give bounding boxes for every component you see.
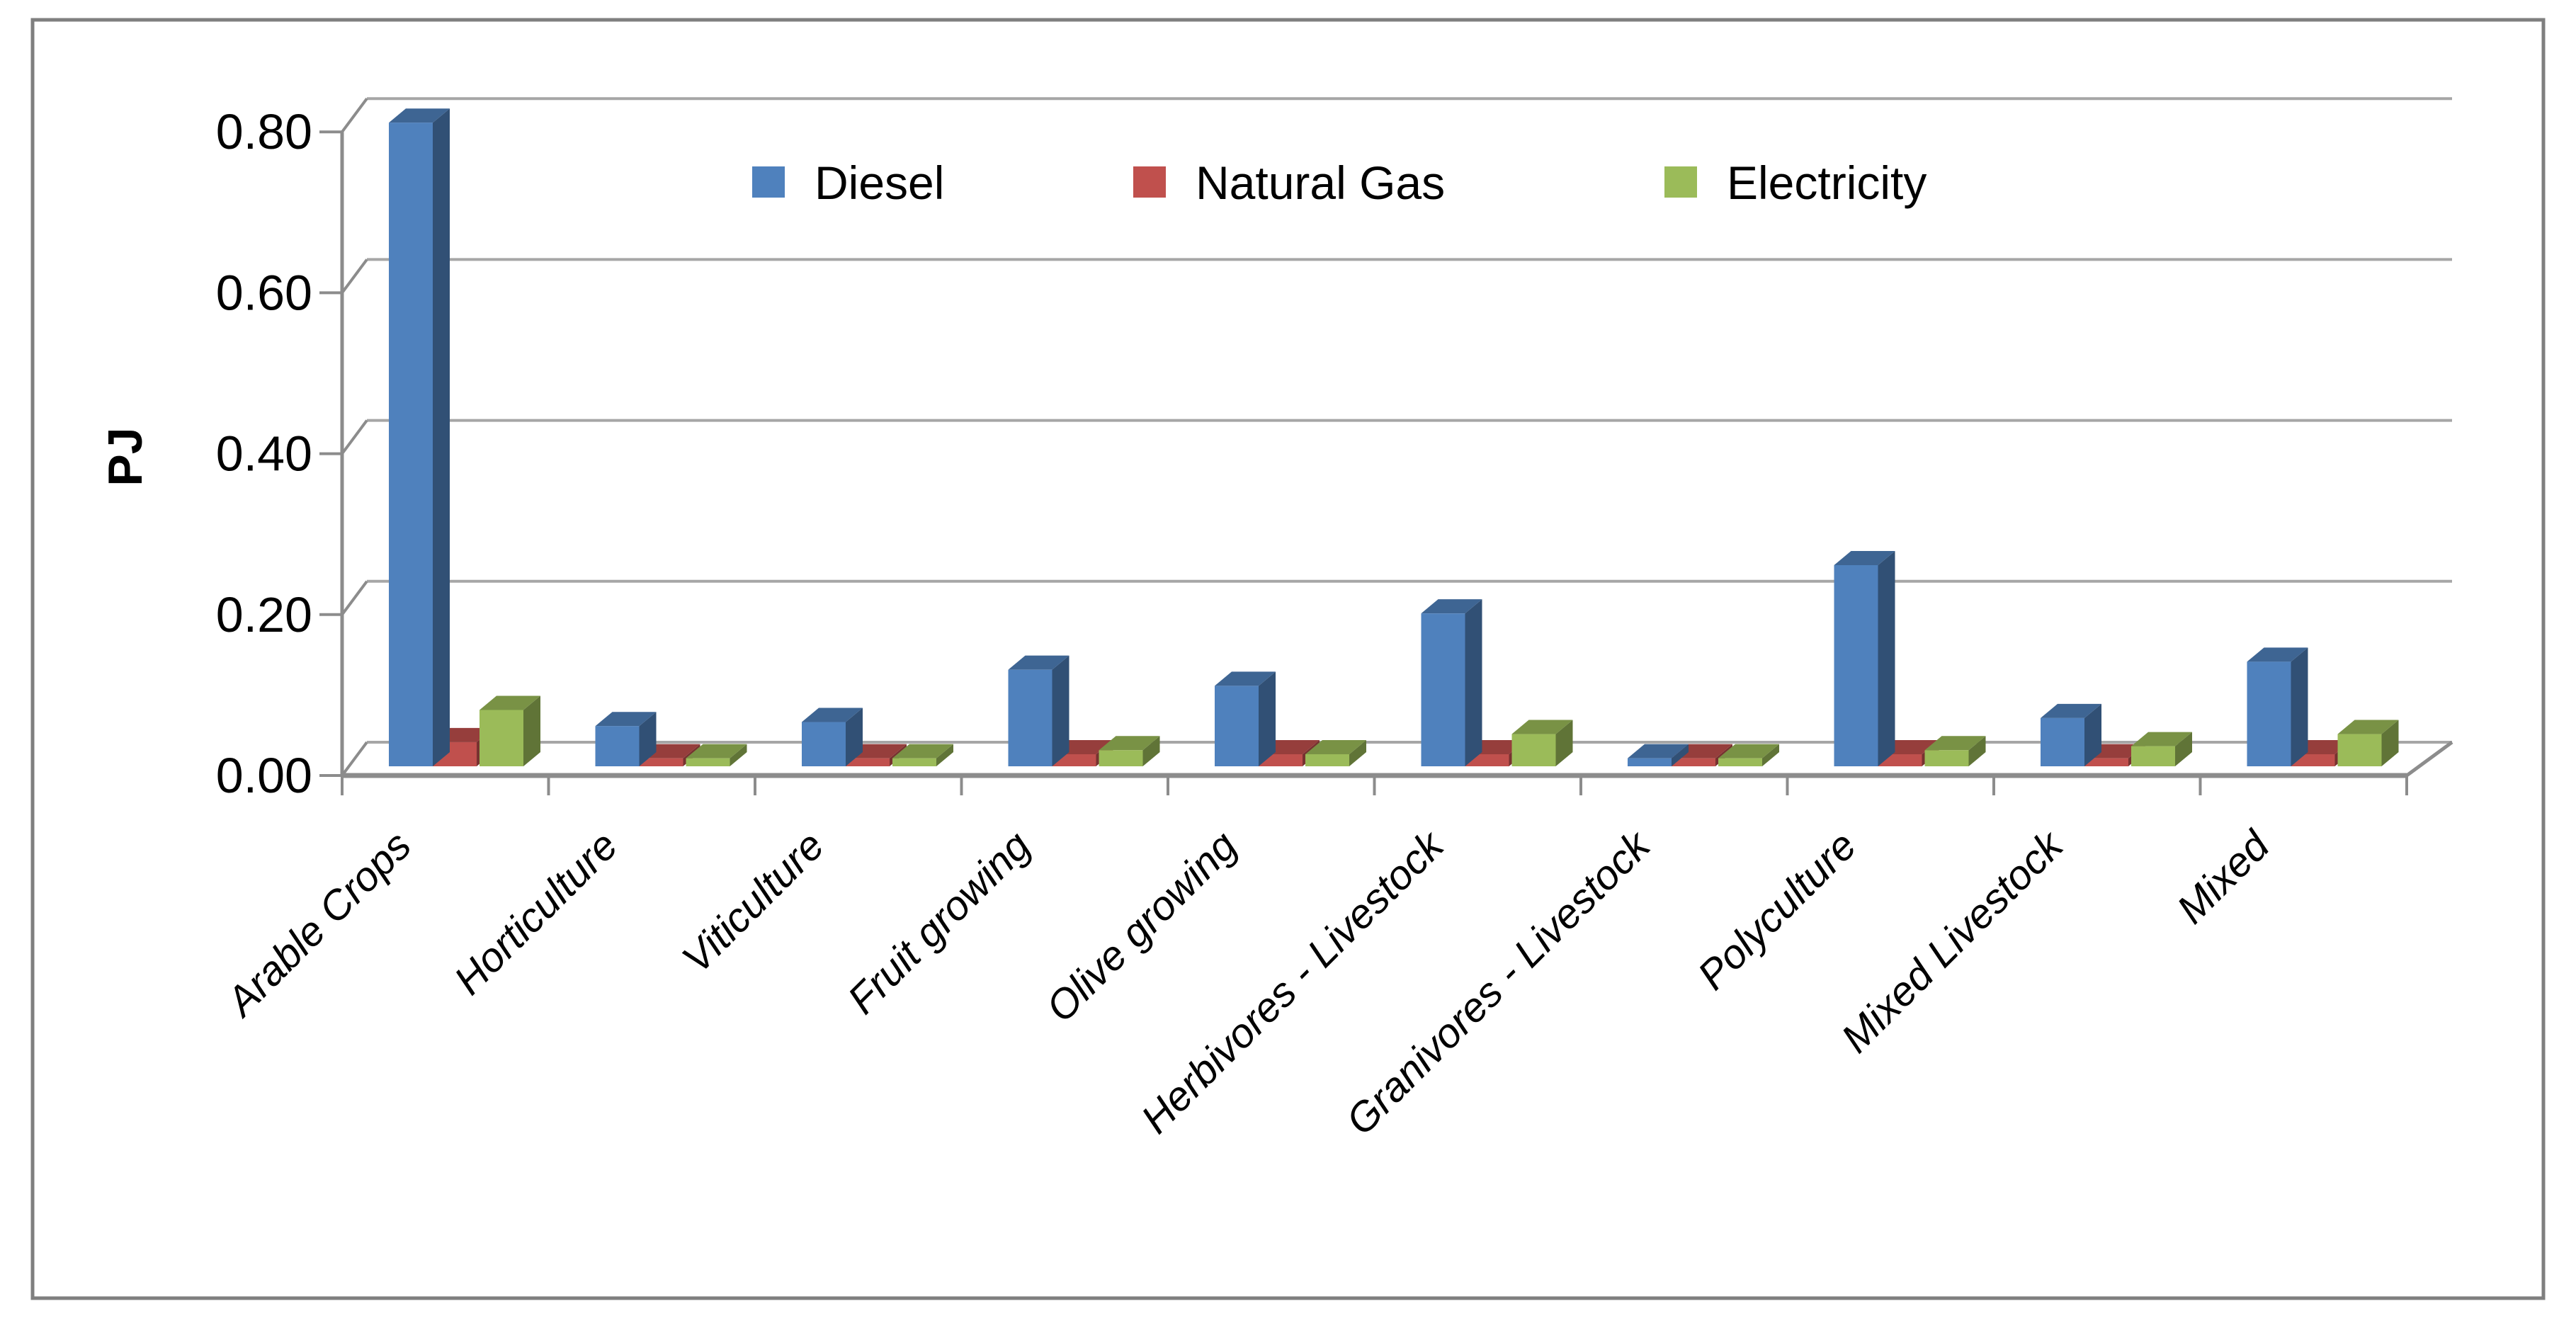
bar-natural-gas-mixed xyxy=(2291,754,2335,766)
legend-label-electricity: Electricity xyxy=(1727,157,1927,209)
y-tick-label: 0.40 xyxy=(216,426,312,482)
bar-natural-gas-olive-growing xyxy=(1259,754,1303,766)
floor-right-edge xyxy=(2405,740,2453,778)
legend-swatch-natural-gas xyxy=(1133,166,1166,198)
legend-label-diesel: Diesel xyxy=(815,157,944,209)
bar-diesel-viticulture xyxy=(802,722,846,766)
bar-electricity-herbivores-livestock xyxy=(1511,734,1556,766)
bar-natural-gas-herbivores-livestock xyxy=(1465,754,1509,766)
bar-diesel-mixed-side xyxy=(2291,647,2308,766)
bar-diesel-polyculture-top xyxy=(1834,551,1895,565)
bar-electricity-mixed-side xyxy=(2381,720,2399,766)
y-tick-label: 0.00 xyxy=(216,748,312,803)
bar-electricity-horticulture xyxy=(686,758,730,766)
bar-electricity-mixed-livestock xyxy=(2131,746,2175,766)
bar-electricity-polyculture xyxy=(1924,750,1969,766)
bar-electricity-viticulture xyxy=(892,758,936,766)
bar-diesel-olive-growing xyxy=(1215,686,1259,766)
legend-swatch-diesel xyxy=(752,166,785,198)
bar-diesel-herbivores-livestock-top xyxy=(1421,599,1482,614)
bar-diesel-mixed-livestock-top xyxy=(2041,703,2101,718)
bar-diesel-fruit-growing-side xyxy=(1052,655,1069,766)
bar-diesel-polyculture-side xyxy=(1878,551,1895,766)
figure-border xyxy=(30,18,2546,1300)
y-axis-title: PJ xyxy=(98,427,152,486)
bar-electricity-mixed-livestock-top xyxy=(2131,732,2192,746)
bar-electricity-mixed-top xyxy=(2337,720,2399,734)
bar-diesel-granivores-livestock-side xyxy=(1672,744,1689,766)
bar-diesel-horticulture xyxy=(595,726,640,766)
bar-electricity-polyculture-top xyxy=(1924,736,1986,751)
bar-electricity-herbivores-livestock-side xyxy=(1555,720,1573,766)
bar-diesel-fruit-growing xyxy=(1008,669,1052,766)
bar-electricity-viticulture-top xyxy=(892,744,953,759)
bar-diesel-mixed-livestock-side xyxy=(2084,703,2101,766)
legend-swatch-electricity xyxy=(1664,166,1697,198)
bar-electricity-arable-crops xyxy=(480,710,523,766)
y-tick-label: 0.20 xyxy=(216,587,312,642)
bar-electricity-fruit-growing-top xyxy=(1099,736,1160,751)
bar-natural-gas-granivores-livestock xyxy=(1672,758,1715,766)
bar-diesel-arable-crops xyxy=(389,123,433,766)
bar-diesel-horticulture-top xyxy=(595,712,657,727)
y-axis-depth-connector xyxy=(341,419,368,455)
bar-diesel-mixed xyxy=(2247,661,2291,766)
bar-electricity-horticulture-side xyxy=(730,744,747,766)
bar-diesel-olive-growing-top xyxy=(1215,671,1276,686)
bar-electricity-herbivores-livestock-top xyxy=(1511,720,1573,734)
bar-electricity-mixed-livestock-side xyxy=(2175,732,2192,766)
bar-natural-gas-fruit-growing xyxy=(1052,754,1096,766)
bar-natural-gas-mixed-livestock xyxy=(2084,758,2128,766)
bar-diesel-viticulture-side xyxy=(846,708,863,766)
bar-electricity-granivores-livestock xyxy=(1718,758,1762,766)
y-tick-label: 0.60 xyxy=(216,265,312,320)
bar-electricity-granivores-livestock-top xyxy=(1718,744,1779,759)
bar-diesel-arable-crops-top xyxy=(389,108,450,123)
bar-electricity-arable-crops-top xyxy=(480,695,540,710)
y-tick-label: 0.80 xyxy=(216,104,312,159)
bar-electricity-horticulture-top xyxy=(686,744,747,759)
bar-natural-gas-horticulture xyxy=(639,758,683,766)
y-axis-depth-connector xyxy=(341,741,368,777)
bar-diesel-mixed-top xyxy=(2247,647,2308,662)
y-axis-depth-connector xyxy=(341,580,368,615)
bar-electricity-polyculture-side xyxy=(1968,736,1986,766)
bar-natural-gas-viticulture xyxy=(846,758,890,766)
bar-electricity-olive-growing-side xyxy=(1349,739,1366,766)
y-axis-depth-connector xyxy=(341,259,368,294)
bar-natural-gas-polyculture xyxy=(1878,754,1922,766)
y-axis-depth-connector xyxy=(341,98,368,133)
bar-electricity-arable-crops-side xyxy=(523,695,540,766)
bar-diesel-mixed-livestock xyxy=(2041,717,2084,766)
bar-diesel-herbivores-livestock-side xyxy=(1465,599,1482,766)
bar-electricity-granivores-livestock-side xyxy=(1762,744,1779,766)
bar-electricity-olive-growing xyxy=(1305,754,1349,766)
bar-diesel-horticulture-side xyxy=(639,712,657,766)
bar-diesel-fruit-growing-top xyxy=(1008,655,1069,670)
bar-diesel-viticulture-top xyxy=(802,708,863,722)
bar-electricity-fruit-growing xyxy=(1099,750,1143,766)
bar-diesel-arable-crops-side xyxy=(433,108,450,766)
bar-electricity-olive-growing-top xyxy=(1305,739,1366,754)
bar-diesel-polyculture xyxy=(1834,565,1878,766)
bar-electricity-fruit-growing-side xyxy=(1142,736,1160,766)
legend-label-natural-gas: Natural Gas xyxy=(1196,157,1445,209)
bar-diesel-herbivores-livestock xyxy=(1421,613,1465,766)
bar-diesel-granivores-livestock xyxy=(1628,758,1672,766)
bar-electricity-mixed xyxy=(2337,734,2382,766)
bar-diesel-olive-growing-side xyxy=(1259,671,1276,766)
bar-electricity-viticulture-side xyxy=(936,744,953,766)
bar-diesel-granivores-livestock-top xyxy=(1628,744,1689,759)
